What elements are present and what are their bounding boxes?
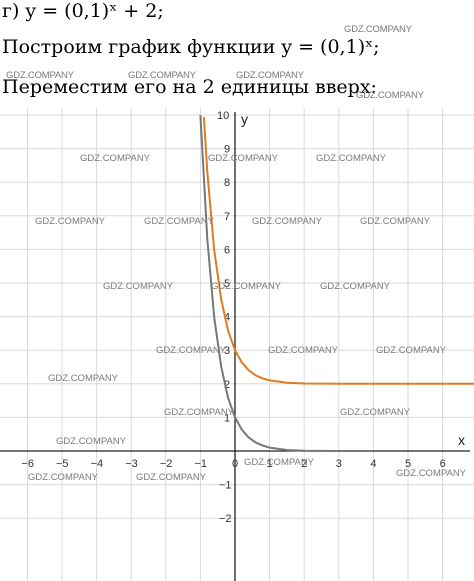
x-tick-label: −3 bbox=[125, 458, 138, 470]
x-tick-label: −1 bbox=[194, 458, 207, 470]
watermark: GDZ.COMPANY bbox=[128, 70, 196, 81]
x-tick-label: 0 bbox=[232, 458, 238, 470]
y-tick-label: 9 bbox=[224, 144, 230, 156]
watermark: GDZ.COMPANY bbox=[35, 216, 106, 227]
watermark: GDZ.COMPANY bbox=[80, 153, 151, 164]
watermark: GDZ.COMPANY bbox=[236, 70, 304, 81]
watermark: GDZ.COMPANY bbox=[103, 281, 174, 292]
watermark: GDZ.COMPANY bbox=[376, 345, 447, 356]
step-shift-up: Переместим его на 2 единицы вверх: bbox=[2, 76, 377, 98]
watermark: GDZ.COMPANY bbox=[344, 24, 412, 35]
watermark: GDZ.COMPANY bbox=[356, 90, 424, 101]
curve-shifted bbox=[202, 116, 474, 385]
x-tick-label: 1 bbox=[267, 458, 273, 470]
x-tick-label: 6 bbox=[440, 458, 446, 470]
task-header: г) y = (0,1)ˣ + 2; bbox=[2, 0, 164, 22]
watermark: GDZ.COMPANY bbox=[28, 472, 99, 483]
watermark: GDZ.COMPANY bbox=[6, 70, 74, 81]
watermark: GDZ.COMPANY bbox=[56, 436, 127, 447]
x-tick-label: −6 bbox=[21, 458, 34, 470]
y-tick-label: 7 bbox=[224, 211, 230, 223]
task-letter: г) bbox=[2, 0, 26, 22]
watermark: GDZ.COMPANY bbox=[136, 472, 207, 483]
watermark: GDZ.COMPANY bbox=[340, 407, 411, 418]
y-tick-label: 3 bbox=[224, 345, 230, 357]
x-tick-label: −4 bbox=[91, 458, 104, 470]
watermarks-plot: GDZ.COMPANY GDZ.COMPANY GDZ.COMPANY GDZ.COM… bbox=[28, 153, 467, 483]
watermark: GDZ.COMPANY bbox=[360, 216, 431, 227]
y-tick-label: 8 bbox=[224, 177, 230, 189]
watermark: GDZ.COMPANY bbox=[144, 216, 215, 227]
step-plot-base: Построим график функции y = (0,1)ˣ; bbox=[2, 36, 380, 58]
step-plot-base-formula: y = (0,1)ˣ; bbox=[281, 36, 380, 58]
watermark: GDZ.COMPANY bbox=[320, 281, 391, 292]
task-formula: y = (0,1)ˣ + 2; bbox=[25, 0, 164, 22]
watermark: GDZ.COMPANY bbox=[316, 153, 387, 164]
watermark: GDZ.COMPANY bbox=[156, 345, 227, 356]
watermark: GDZ.COMPANY bbox=[48, 373, 119, 384]
y-tick-label: 6 bbox=[224, 244, 230, 256]
y-tick-label: 10 bbox=[217, 110, 229, 122]
watermark: GDZ.COMPANY bbox=[211, 281, 282, 292]
y-tick-label: 5 bbox=[224, 278, 230, 290]
curves bbox=[199, 114, 474, 452]
x-tick-label: −5 bbox=[56, 458, 69, 470]
watermark: GDZ.COMPANY bbox=[208, 153, 279, 164]
watermark: GDZ.COMPANY bbox=[268, 345, 339, 356]
curve-base bbox=[199, 114, 374, 452]
watermark: GDZ.COMPANY bbox=[396, 468, 467, 479]
axes: xy bbox=[0, 111, 470, 581]
x-tick-label: 3 bbox=[336, 458, 342, 470]
x-axis-label: x bbox=[458, 432, 465, 448]
x-tick-label: 2 bbox=[301, 458, 307, 470]
y-tick-label: −1 bbox=[219, 480, 232, 492]
y-tick-label: 1 bbox=[224, 412, 230, 424]
y-axis-label: y bbox=[241, 111, 248, 127]
x-tick-label: 4 bbox=[370, 458, 376, 470]
watermark: GDZ.COMPANY bbox=[252, 216, 323, 227]
step-plot-base-text: Построим график функции bbox=[2, 36, 282, 58]
watermark: GDZ.COMPANY bbox=[164, 407, 235, 418]
y-tick-label: 4 bbox=[224, 312, 230, 324]
y-tick-label: 2 bbox=[224, 379, 230, 391]
x-tick-label: −2 bbox=[160, 458, 173, 470]
watermark: GDZ.COMPANY bbox=[244, 457, 315, 468]
x-tick-label: 5 bbox=[405, 458, 411, 470]
y-tick-label: −2 bbox=[219, 513, 232, 525]
